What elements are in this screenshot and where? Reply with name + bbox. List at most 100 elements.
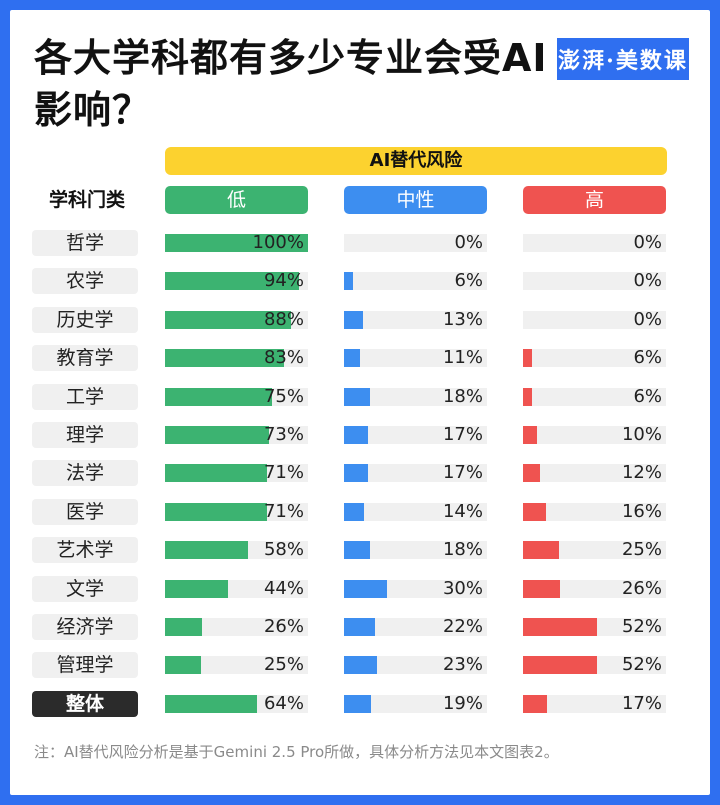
data-label: 22% [442, 616, 483, 637]
bar-track [165, 541, 308, 560]
category-label: 工学 [32, 383, 138, 410]
data-label: 17% [442, 424, 483, 445]
bar-track [344, 349, 487, 368]
data-label: 83% [263, 347, 304, 369]
data-label: 19% [442, 692, 483, 714]
chart-card: 各大学科都有多少专业会受AI影响？ 澎湃·美数课 AI替代风险 学科门类 低 中性… [10, 10, 710, 795]
data-label: 13% [442, 308, 483, 330]
bar-track [165, 349, 308, 368]
data-label: 71% [263, 500, 304, 522]
data-label: 52% [621, 616, 662, 637]
bar-track [165, 310, 308, 329]
bar-track [165, 656, 308, 675]
bar-high [523, 426, 538, 444]
bar-track [523, 310, 666, 329]
data-label: 16% [621, 500, 662, 522]
bar-mid [344, 656, 377, 675]
bar-track [523, 502, 666, 521]
bar-high [523, 656, 598, 675]
category-label: 历史学 [32, 306, 138, 333]
data-label: 52% [621, 654, 662, 676]
data-label: 30% [442, 577, 483, 599]
bar-track [344, 310, 487, 329]
bar-track [523, 464, 666, 483]
data-label: 0% [633, 232, 662, 253]
bar-track [344, 426, 487, 444]
bar-high [523, 694, 548, 713]
data-label: 18% [442, 385, 483, 407]
data-label: 71% [263, 462, 304, 484]
data-label: 26% [263, 616, 304, 637]
bar-mid [344, 387, 370, 406]
bar-track [344, 234, 487, 252]
bar-high [523, 349, 532, 368]
data-label: 0% [633, 270, 662, 292]
category-label: 经济学 [32, 614, 138, 640]
category-label: 农学 [32, 268, 138, 295]
bar-track [165, 502, 308, 521]
category-label: 哲学 [32, 230, 138, 256]
data-label: 58% [263, 539, 304, 561]
bar-low [165, 694, 257, 713]
data-label: 17% [621, 692, 662, 714]
bar-high [523, 464, 541, 483]
bar-track [165, 579, 308, 598]
bar-mid [344, 541, 370, 560]
footnote: 注：AI替代风险分析是基于Gemini 2.5 Pro所做，具体分析方法见本文图… [34, 743, 559, 761]
category-label: 理学 [32, 422, 138, 448]
data-label: 0% [454, 232, 483, 253]
bar-track [523, 349, 666, 368]
bar-low [165, 541, 248, 560]
data-label: 0% [633, 308, 662, 330]
bar-track [344, 618, 487, 636]
data-label: 6% [454, 270, 483, 292]
bar-track [523, 656, 666, 675]
bar-low [165, 464, 267, 483]
bar-track [344, 694, 487, 713]
data-label: 6% [633, 347, 662, 369]
category-label: 医学 [32, 498, 138, 525]
column-header-mid: 中性 [344, 186, 487, 214]
bar-low [165, 579, 228, 598]
bar-mid [344, 349, 360, 368]
data-label: 10% [621, 424, 662, 445]
data-label: 17% [442, 462, 483, 484]
bar-low [165, 656, 201, 675]
bar-track [523, 694, 666, 713]
bar-track [523, 618, 666, 636]
column-header-high: 高 [523, 186, 666, 214]
bar-track [523, 387, 666, 406]
bar-track [344, 502, 487, 521]
bar-mid [344, 694, 372, 713]
bar-track [523, 541, 666, 560]
bar-track [165, 694, 308, 713]
bar-mid [344, 272, 353, 291]
bar-track [165, 234, 308, 252]
bar-high [523, 387, 532, 406]
bar-track [344, 464, 487, 483]
bar-track [165, 618, 308, 636]
bar-track [165, 426, 308, 444]
data-label: 75% [263, 385, 304, 407]
data-label: 18% [442, 539, 483, 561]
bar-track [523, 272, 666, 291]
data-label: 25% [263, 654, 304, 676]
category-label: 文学 [32, 575, 138, 602]
bar-track [344, 387, 487, 406]
data-label: 11% [442, 347, 483, 369]
bar-track [344, 579, 487, 598]
bar-mid [344, 426, 369, 444]
data-label: 14% [442, 500, 483, 522]
data-label: 100% [252, 232, 304, 253]
risk-header: AI替代风险 [165, 147, 667, 175]
bar-low [165, 426, 270, 444]
brand-logo: 澎湃·美数课 [557, 38, 689, 80]
bar-mid [344, 310, 363, 329]
data-label: 64% [263, 692, 304, 714]
bar-low [165, 502, 267, 521]
bar-high [523, 541, 559, 560]
bar-track [523, 426, 666, 444]
bar-low [165, 310, 291, 329]
bar-mid [344, 579, 387, 598]
category-label: 艺术学 [32, 537, 138, 564]
